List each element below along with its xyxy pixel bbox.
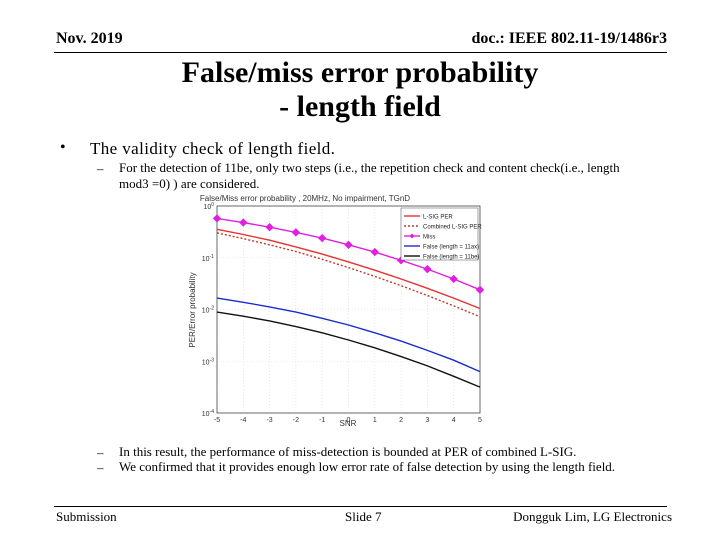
series-marker-miss — [370, 247, 380, 257]
dash-icon: – — [97, 161, 104, 176]
series-marker-miss — [475, 285, 485, 295]
legend-label: False (length = 11be) — [423, 255, 479, 261]
slide-title: False/miss error probability - length fi… — [0, 56, 720, 124]
series-line-combined-l-sig-per — [216, 232, 481, 318]
legend-label: False (length = 11ax) — [423, 245, 479, 251]
chart-title: False/Miss error probability , 20MHz, No… — [200, 194, 410, 203]
dash-icon: – — [97, 460, 104, 475]
bullet-icon: • — [60, 139, 66, 156]
sub-text-top: For the detection of 11be, only two step… — [119, 160, 620, 192]
x-tick-label: 0 — [347, 417, 351, 424]
x-tick-label: -1 — [319, 417, 325, 424]
y-tick-label: 10-3 — [202, 357, 214, 366]
x-tick-label: 2 — [399, 417, 403, 424]
series-marker-miss — [449, 274, 458, 284]
series-marker-miss — [423, 264, 432, 274]
footer-author: Dongguk Lim, LG Electronics — [513, 509, 672, 524]
sub-text-bottom-1: In this result, the performance of miss-… — [119, 444, 577, 459]
series-marker-miss — [317, 233, 327, 243]
legend-label: L-SIG PER — [423, 215, 453, 221]
y-tick-label: 10-1 — [202, 254, 214, 263]
x-tick-label: 1 — [373, 417, 377, 424]
x-tick-label: 3 — [425, 417, 429, 424]
series-marker-miss — [212, 214, 222, 223]
sub-text-top-line2: mod3 =0) ) are considered. — [119, 176, 260, 191]
chart-legend: L-SIG PER Combined L-SIG PER Miss False (le… — [400, 207, 482, 261]
x-tick-label: -4 — [240, 417, 246, 424]
footer-submission: Submission — [56, 509, 117, 524]
series-line-false-length-11be — [216, 311, 481, 388]
bullet-text: The validity check of length field. — [90, 139, 336, 158]
x-tick-label: -2 — [293, 417, 299, 424]
footer-slide-number: Slide 7 — [345, 509, 382, 524]
sub-text-bottom-2: We confirmed that it provides enough low… — [119, 459, 616, 474]
series-group — [212, 214, 485, 388]
x-tick-labels: -5 -4 -3 -2 -1 0 1 2 3 4 5 — [214, 417, 482, 424]
sub-text-top-line1: For the detection of 11be, only two step… — [119, 160, 620, 175]
series-marker-miss — [291, 228, 301, 237]
legend-label: Miss — [423, 235, 435, 241]
header-date: Nov. 2019 — [56, 30, 123, 47]
x-tick-label: -3 — [266, 417, 272, 424]
series-marker-miss — [265, 223, 274, 232]
series-marker-miss — [344, 240, 353, 250]
legend-label: Combined L-SIG PER — [423, 225, 482, 231]
header-doc-id: doc.: IEEE 802.11-19/1486r3 — [471, 30, 667, 47]
footer-divider — [54, 506, 667, 507]
error-probability-chart: False/Miss error probability , 20MHz, No… — [185, 190, 505, 430]
dash-icon: – — [97, 445, 104, 460]
x-tick-label: 4 — [452, 417, 456, 424]
x-axis-label: SNR — [340, 419, 357, 428]
title-line-1: False/miss error probability — [181, 56, 539, 89]
y-tick-label: 10-2 — [202, 306, 214, 315]
y-tick-labels: 100 10-1 10-2 10-3 10-4 — [202, 202, 214, 418]
legend-marker — [409, 233, 415, 239]
x-tick-label: 5 — [478, 417, 482, 424]
series-marker-miss — [239, 218, 248, 227]
series-line-false-length-11ax — [216, 297, 481, 373]
header-divider — [54, 52, 667, 53]
series-line-l-sig-per — [216, 228, 481, 310]
y-axis-label: PER/Error probability — [188, 272, 197, 347]
x-tick-label: -5 — [214, 417, 220, 424]
title-line-2: - length field — [279, 90, 441, 123]
y-tick-label: 10-4 — [202, 409, 214, 418]
plot-frame — [216, 205, 481, 414]
y-tick-label: 100 — [203, 202, 214, 211]
